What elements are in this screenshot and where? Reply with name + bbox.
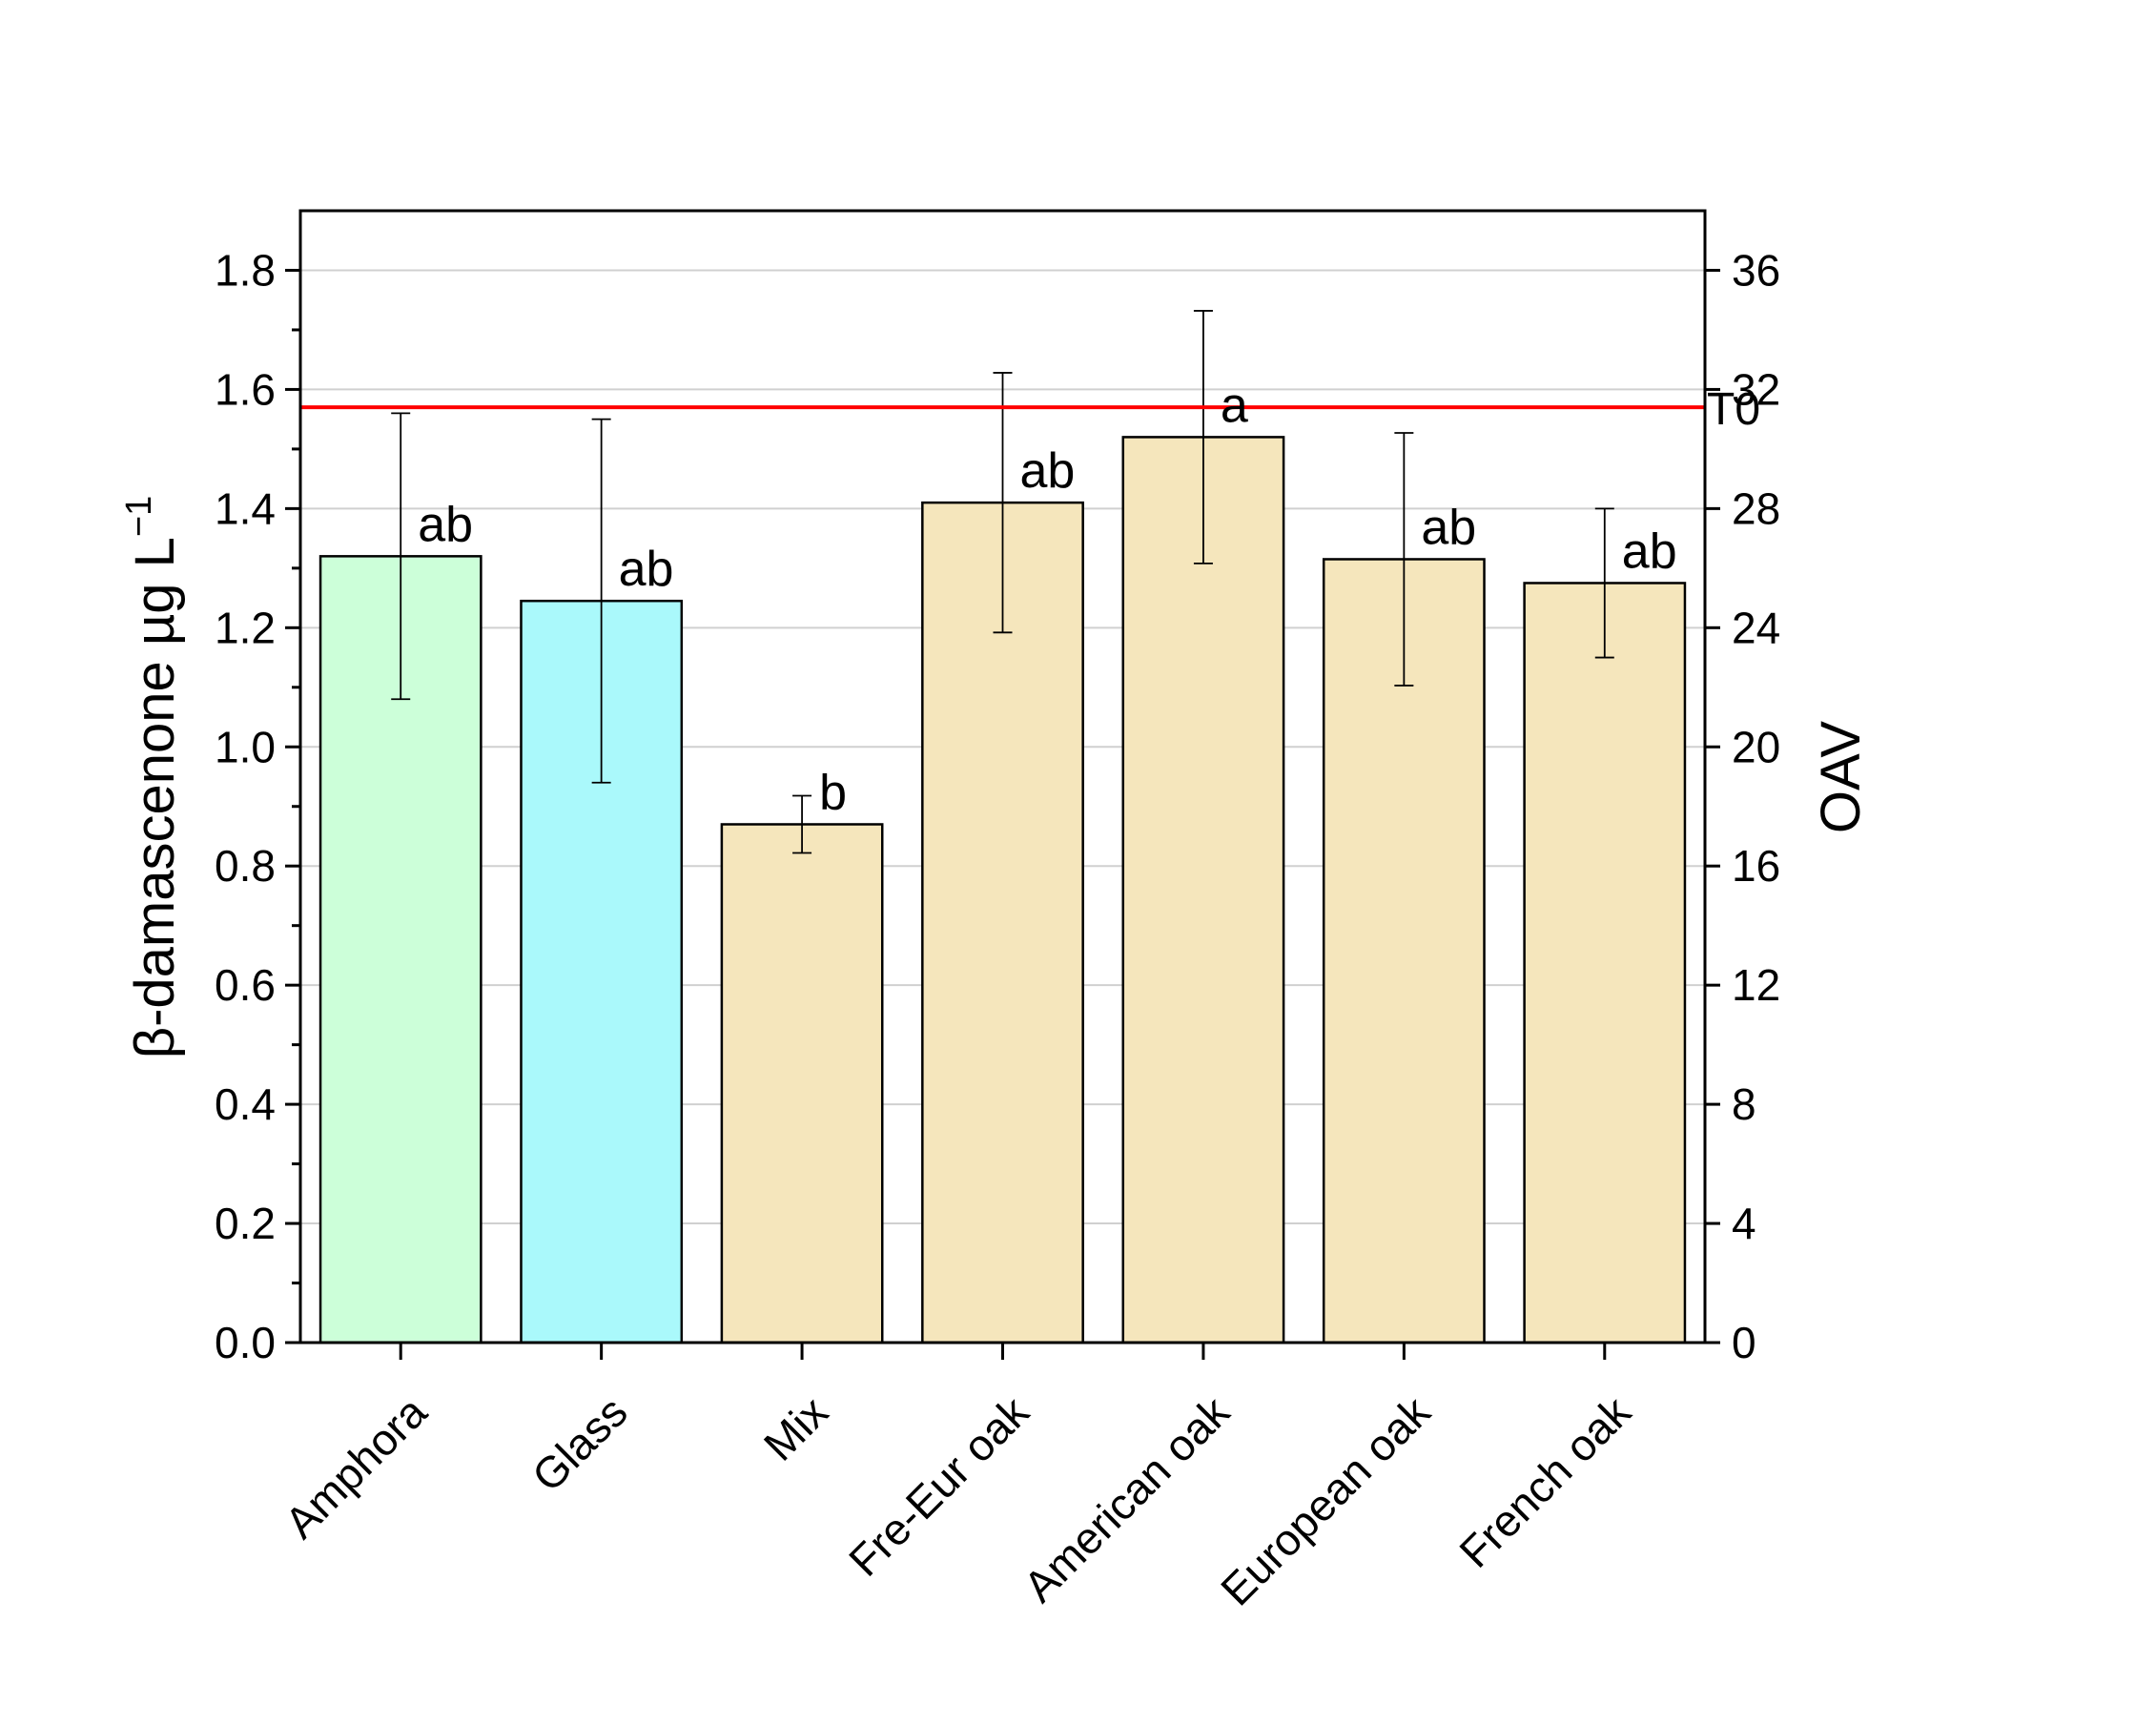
bar-6 <box>1523 582 1687 1344</box>
significance-label-3: ab <box>1020 443 1076 499</box>
significance-label-1: ab <box>619 542 674 597</box>
y2-tick-label-1: 4 <box>1732 1199 1756 1248</box>
significance-label-4: a <box>1221 378 1248 433</box>
significance-label-2: b <box>819 765 847 820</box>
y-axis-title-main: β-damascenone µg L <box>124 537 186 1058</box>
y2-tick-label-7: 28 <box>1732 483 1780 533</box>
y2-tick-label-8: 32 <box>1732 364 1780 414</box>
y2-tick-label-6: 24 <box>1732 603 1780 652</box>
x-tick-label-4: American oak <box>1014 1386 1239 1611</box>
x-tick-label-5: European oak <box>1211 1386 1440 1615</box>
significance-label-0: ab <box>418 497 473 552</box>
y-tick-label-0: 0.0 <box>215 1318 276 1367</box>
x-tick-label-3: Fre-Eur oak <box>839 1386 1038 1586</box>
y-axis-title: β-damascenone µg L−1 <box>119 496 186 1059</box>
significance-label-6: ab <box>1622 523 1677 579</box>
y2-tick-label-3: 12 <box>1732 960 1780 1010</box>
bar-5 <box>1322 558 1486 1344</box>
x-tick-label-1: Glass <box>523 1386 637 1501</box>
y2-axis-title: OAV <box>1810 721 1872 833</box>
y-tick-label-3: 0.6 <box>215 960 276 1010</box>
reference-line-label: T0 <box>1707 384 1760 435</box>
y-tick-label-7: 1.4 <box>215 483 276 533</box>
y2-tick-label-2: 8 <box>1732 1079 1756 1129</box>
x-tick-label-0: Amphora <box>276 1386 437 1548</box>
y-tick-label-2: 0.4 <box>215 1079 276 1129</box>
significance-label-5: ab <box>1421 500 1476 555</box>
y-axis-title-superscript: −1 <box>119 496 159 537</box>
reference-line-group: T0 <box>300 384 1760 435</box>
y-axis-right: 0 4 8 12 16 20 24 28 32 36 <box>1705 245 1780 1367</box>
bar-2 <box>720 823 884 1344</box>
x-tick-label-2: Mix <box>754 1386 837 1469</box>
y-tick-label-6: 1.2 <box>215 603 276 652</box>
y-tick-label-4: 0.8 <box>215 841 276 891</box>
y2-tick-label-5: 20 <box>1732 722 1780 771</box>
y2-tick-label-4: 16 <box>1732 841 1780 891</box>
y-tick-label-9: 1.8 <box>215 245 276 295</box>
y-tick-label-5: 1.0 <box>215 722 276 771</box>
y2-tick-label-0: 0 <box>1732 1318 1756 1367</box>
y-tick-label-8: 1.6 <box>215 364 276 414</box>
error-bars <box>391 310 1614 854</box>
y2-tick-label-9: 36 <box>1732 245 1780 295</box>
bar-4 <box>1121 436 1285 1344</box>
x-tick-label-6: French oak <box>1449 1386 1640 1577</box>
y-axis-left: 0.0 0.2 0.4 0.6 0.8 1.0 1.2 1.4 1.6 1.8 <box>215 245 300 1367</box>
significance-labels: ab ab b ab a ab ab <box>418 378 1676 820</box>
y-tick-label-1: 0.2 <box>215 1199 276 1248</box>
